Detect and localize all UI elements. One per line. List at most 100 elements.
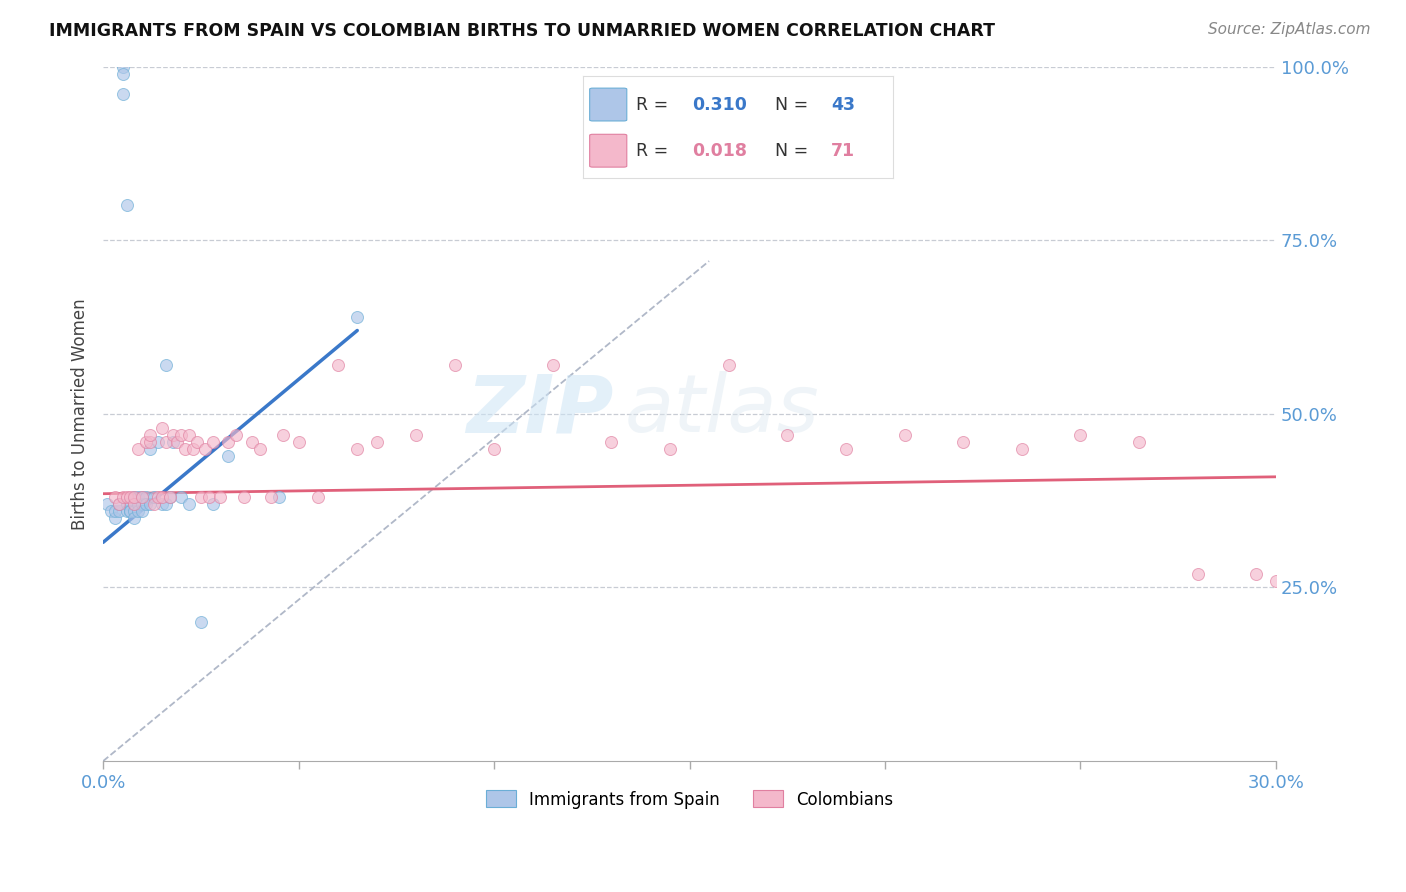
Point bbox=[139, 442, 162, 456]
Point bbox=[835, 442, 858, 456]
Point bbox=[482, 442, 505, 456]
Text: N =: N = bbox=[775, 142, 814, 160]
Point bbox=[111, 66, 134, 80]
Point bbox=[307, 490, 329, 504]
Text: R =: R = bbox=[636, 95, 673, 113]
Point bbox=[111, 87, 134, 102]
Point bbox=[155, 358, 177, 372]
Point bbox=[135, 434, 157, 449]
Point bbox=[127, 504, 149, 518]
Point bbox=[120, 504, 142, 518]
FancyBboxPatch shape bbox=[589, 88, 627, 121]
Point bbox=[194, 442, 217, 456]
Point bbox=[260, 490, 283, 504]
Point bbox=[124, 490, 146, 504]
Text: 71: 71 bbox=[831, 142, 855, 160]
Point bbox=[249, 442, 271, 456]
FancyBboxPatch shape bbox=[589, 135, 627, 167]
Point bbox=[111, 60, 134, 74]
Point bbox=[952, 434, 974, 449]
Point bbox=[115, 198, 138, 212]
Point bbox=[162, 427, 184, 442]
Point bbox=[1382, 581, 1405, 595]
Point bbox=[155, 434, 177, 449]
Point bbox=[1265, 574, 1288, 588]
Point bbox=[366, 434, 388, 449]
Point bbox=[186, 434, 208, 449]
Text: R =: R = bbox=[636, 142, 673, 160]
Point bbox=[201, 497, 224, 511]
Point bbox=[217, 449, 239, 463]
Point bbox=[1246, 566, 1268, 581]
Point bbox=[104, 504, 127, 518]
Point bbox=[232, 490, 254, 504]
Point bbox=[139, 497, 162, 511]
Point bbox=[120, 497, 142, 511]
Point bbox=[142, 497, 165, 511]
Point bbox=[107, 497, 129, 511]
Point bbox=[104, 511, 127, 525]
Y-axis label: Births to Unmarried Women: Births to Unmarried Women bbox=[72, 298, 89, 530]
Point bbox=[107, 504, 129, 518]
Point bbox=[124, 504, 146, 518]
Point bbox=[124, 511, 146, 525]
Point bbox=[166, 434, 188, 449]
Point bbox=[150, 490, 173, 504]
Point bbox=[179, 497, 201, 511]
Point bbox=[179, 427, 201, 442]
Point bbox=[124, 497, 146, 511]
Point bbox=[717, 358, 740, 372]
Text: atlas: atlas bbox=[626, 371, 820, 450]
Point bbox=[146, 434, 169, 449]
Point bbox=[139, 434, 162, 449]
Point bbox=[444, 358, 467, 372]
Text: N =: N = bbox=[775, 95, 814, 113]
Point bbox=[267, 490, 290, 504]
Point bbox=[600, 434, 623, 449]
Point bbox=[146, 490, 169, 504]
Point bbox=[127, 490, 149, 504]
Point bbox=[159, 490, 181, 504]
Text: ZIP: ZIP bbox=[465, 371, 613, 450]
Point bbox=[107, 497, 129, 511]
Point bbox=[326, 358, 349, 372]
Text: 0.018: 0.018 bbox=[692, 142, 747, 160]
Point bbox=[124, 497, 146, 511]
Point bbox=[131, 490, 153, 504]
Point bbox=[174, 442, 197, 456]
Point bbox=[1011, 442, 1033, 456]
Point bbox=[131, 497, 153, 511]
Point bbox=[190, 615, 212, 630]
Point bbox=[346, 310, 368, 324]
Point bbox=[1187, 566, 1209, 581]
Point bbox=[201, 434, 224, 449]
Point bbox=[104, 490, 127, 504]
Point bbox=[142, 490, 165, 504]
Point bbox=[197, 490, 219, 504]
Point bbox=[225, 427, 247, 442]
Point bbox=[135, 490, 157, 504]
Text: IMMIGRANTS FROM SPAIN VS COLOMBIAN BIRTHS TO UNMARRIED WOMEN CORRELATION CHART: IMMIGRANTS FROM SPAIN VS COLOMBIAN BIRTH… bbox=[49, 22, 995, 40]
Point bbox=[127, 442, 149, 456]
Point bbox=[1362, 566, 1385, 581]
Point bbox=[150, 497, 173, 511]
Point bbox=[150, 421, 173, 435]
Point bbox=[217, 434, 239, 449]
Point bbox=[287, 434, 309, 449]
Point bbox=[159, 490, 181, 504]
Point bbox=[139, 427, 162, 442]
Text: 43: 43 bbox=[831, 95, 855, 113]
Point bbox=[100, 504, 122, 518]
Point bbox=[1069, 427, 1091, 442]
Point bbox=[135, 497, 157, 511]
Point bbox=[96, 497, 118, 511]
Point bbox=[127, 497, 149, 511]
Point bbox=[1343, 574, 1365, 588]
Point bbox=[271, 427, 294, 442]
Point bbox=[1284, 566, 1306, 581]
Point bbox=[120, 490, 142, 504]
Point bbox=[124, 490, 146, 504]
Point bbox=[181, 442, 204, 456]
Text: Source: ZipAtlas.com: Source: ZipAtlas.com bbox=[1208, 22, 1371, 37]
Point bbox=[131, 504, 153, 518]
